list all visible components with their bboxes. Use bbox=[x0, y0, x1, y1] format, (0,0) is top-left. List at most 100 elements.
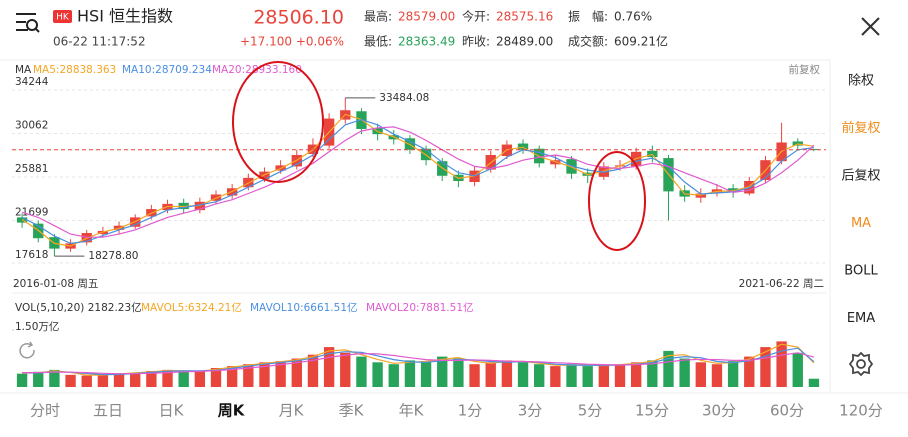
volume-bar bbox=[501, 360, 513, 387]
legend-entry: MAVOL5:6324.21亿 bbox=[141, 301, 242, 314]
stat-label: 昨收: bbox=[462, 35, 490, 49]
volume-bar bbox=[469, 364, 480, 387]
volume-bar bbox=[130, 372, 141, 387]
volume-bar bbox=[372, 362, 383, 387]
menu-icon[interactable] bbox=[16, 13, 40, 33]
volume-bar bbox=[679, 358, 690, 387]
change-pct: +0.06% bbox=[296, 35, 344, 49]
period-tab[interactable]: 30分 bbox=[702, 402, 736, 420]
settings-icon[interactable] bbox=[848, 351, 874, 377]
volume-bar bbox=[356, 356, 367, 387]
volume-bar bbox=[437, 356, 448, 387]
refresh-icon[interactable] bbox=[19, 341, 35, 359]
period-tab[interactable]: 120分 bbox=[839, 402, 883, 420]
volume-bar bbox=[243, 364, 254, 387]
volume-bar bbox=[420, 362, 432, 387]
volume-bar bbox=[453, 358, 464, 387]
volume-bar bbox=[550, 366, 561, 387]
volume-bar bbox=[598, 364, 610, 387]
stat-value: 28579.00 bbox=[398, 10, 455, 24]
stat-label: 今开: bbox=[462, 9, 490, 24]
period-tab[interactable]: 月K bbox=[279, 402, 305, 420]
side-menu-item[interactable]: 除权 bbox=[848, 73, 874, 89]
side-menu-item[interactable]: 后复权 bbox=[841, 168, 880, 184]
stat-value: 28363.49 bbox=[398, 35, 455, 49]
badge: HK bbox=[56, 13, 70, 23]
period-tab[interactable]: 60分 bbox=[770, 402, 804, 420]
stat-label: 成交额: bbox=[568, 34, 608, 49]
volume-bar bbox=[711, 364, 723, 387]
price: 28506.10 bbox=[253, 7, 344, 29]
volume-bar bbox=[663, 350, 674, 387]
volume-bar bbox=[81, 375, 92, 387]
period-tab[interactable]: 15分 bbox=[635, 402, 669, 420]
stat-label: 振 幅: bbox=[568, 9, 608, 24]
volume-bar bbox=[162, 369, 173, 387]
side-menu-item[interactable]: EMA bbox=[847, 311, 875, 326]
badge-bg bbox=[53, 10, 72, 23]
time: 06-22 11:17:52 bbox=[53, 35, 146, 49]
volume-bar bbox=[291, 358, 302, 387]
volume-bar bbox=[485, 362, 496, 387]
volume-bar bbox=[178, 371, 189, 387]
legend-entry: MA10:28709.234 bbox=[122, 64, 212, 76]
ma-line bbox=[22, 352, 815, 375]
close-button[interactable] bbox=[861, 17, 880, 36]
period-tab[interactable]: 周K bbox=[218, 402, 246, 420]
period-tab[interactable]: 季K bbox=[339, 402, 365, 420]
volume-bar bbox=[744, 356, 755, 387]
volume-bar bbox=[259, 362, 270, 387]
y-tick-label: 21699 bbox=[15, 207, 48, 219]
volume-bar bbox=[566, 364, 577, 387]
period-tab[interactable]: 年K bbox=[399, 402, 425, 420]
volume-bar bbox=[226, 366, 238, 387]
highlight-circle bbox=[232, 61, 324, 183]
period-tab[interactable]: 5分 bbox=[578, 402, 603, 420]
stat-value: 28489.00 bbox=[496, 35, 553, 49]
volume-bar bbox=[65, 374, 76, 387]
highlight-circle bbox=[588, 151, 646, 251]
side-menu-item[interactable]: 前复权 bbox=[841, 120, 880, 136]
volume-bar bbox=[404, 360, 416, 387]
stat-label: 最高: bbox=[364, 9, 392, 24]
y-tick-label: 17618 bbox=[15, 249, 48, 261]
period-tab[interactable]: 日K bbox=[159, 402, 185, 420]
legend-entry: MAVOL10:6661.51亿 bbox=[250, 301, 358, 314]
volume-bar bbox=[534, 364, 545, 387]
volume-bar bbox=[307, 354, 319, 387]
stat-value: 0.76% bbox=[614, 10, 652, 24]
volume-bar bbox=[647, 360, 658, 387]
side-menu-item[interactable]: MA bbox=[851, 216, 871, 231]
volume-bar bbox=[194, 370, 206, 387]
period-tab[interactable]: 1分 bbox=[458, 402, 483, 420]
volume-bar bbox=[49, 369, 60, 387]
y-tick-label: 34244 bbox=[15, 76, 49, 88]
volume-bar bbox=[113, 373, 125, 387]
volume-bar bbox=[582, 366, 593, 387]
volume-tick-label: 1.50万亿 bbox=[15, 320, 59, 333]
volume-bar bbox=[275, 361, 286, 387]
side-menu-item[interactable]: BOLL bbox=[844, 264, 878, 279]
volume-label: VOL(5,10,20) 2182.23亿 bbox=[15, 301, 142, 314]
period-tab[interactable]: 五日 bbox=[93, 402, 123, 420]
volume-bar bbox=[808, 378, 820, 387]
period-tab[interactable]: 分时 bbox=[30, 402, 60, 420]
max-label: 33484.08 bbox=[379, 92, 429, 104]
volume-bar bbox=[210, 368, 222, 387]
period-tab[interactable]: 3分 bbox=[518, 402, 543, 420]
start-date: 2016-01-08 周五 bbox=[13, 278, 98, 290]
ma-label: MA bbox=[15, 64, 32, 76]
min-label: 18278.80 bbox=[88, 250, 138, 262]
volume-bar bbox=[33, 371, 44, 387]
volume-bar bbox=[146, 371, 157, 387]
legend-entry: MA5:28838.363 bbox=[33, 64, 116, 76]
change: +17.100 bbox=[240, 35, 292, 49]
volume-bar bbox=[630, 362, 642, 387]
y-tick-label: 30062 bbox=[15, 120, 48, 132]
volume-bar bbox=[727, 361, 739, 387]
volume-bar bbox=[695, 362, 706, 387]
volume-bar bbox=[614, 364, 626, 387]
ma-line bbox=[21, 113, 814, 247]
